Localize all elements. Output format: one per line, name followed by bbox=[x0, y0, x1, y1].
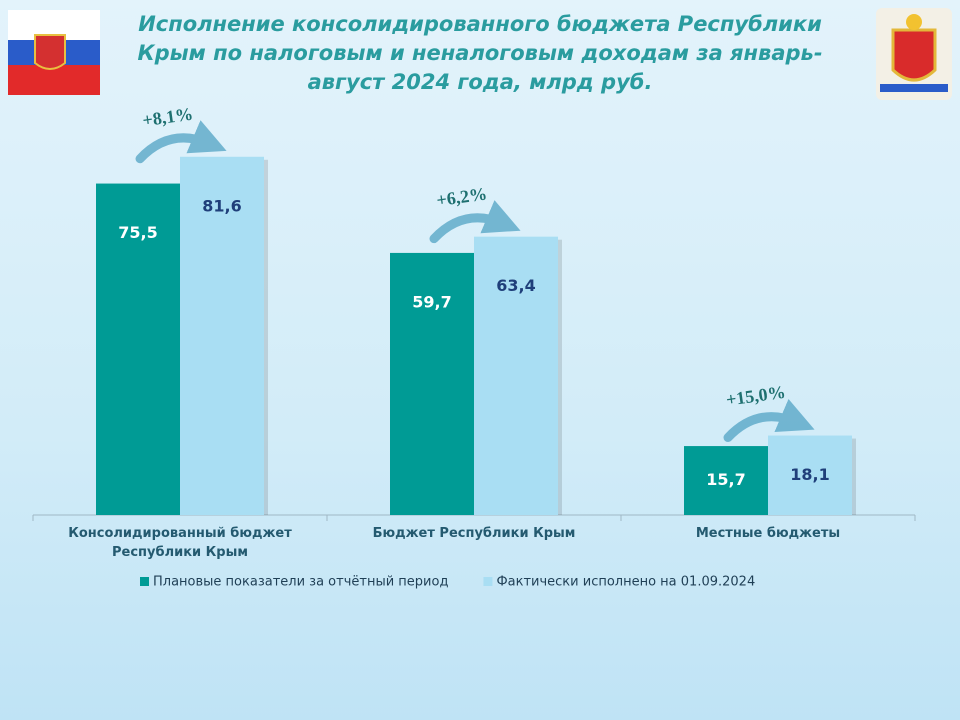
growth-arrow bbox=[723, 398, 815, 443]
value-label: 59,7 bbox=[412, 292, 451, 311]
legend-swatch bbox=[140, 577, 149, 586]
chart-title: Исполнение консолидированного бюджета Ре… bbox=[137, 12, 823, 94]
x-tick-label: Местные бюджеты bbox=[695, 526, 841, 541]
growth-arrow bbox=[135, 120, 227, 164]
bar bbox=[180, 156, 264, 515]
legend-label: Плановые показатели за отчётный период bbox=[153, 575, 448, 590]
annotation: +15,0% bbox=[725, 382, 787, 410]
annotation: +8,1% bbox=[141, 103, 194, 130]
bar bbox=[390, 252, 474, 516]
bar bbox=[684, 446, 768, 515]
legend-swatch bbox=[483, 577, 493, 586]
growth-arrow bbox=[429, 200, 521, 244]
value-label: 18,1 bbox=[790, 465, 829, 484]
bar bbox=[768, 435, 852, 515]
value-label: 15,7 bbox=[706, 470, 745, 489]
value-label: 63,4 bbox=[496, 276, 535, 295]
legend-label: Фактически исполнено на 01.09.2024 bbox=[496, 575, 755, 590]
flag bbox=[8, 10, 100, 95]
value-label: 81,6 bbox=[202, 196, 241, 215]
value-label: 75,5 bbox=[118, 223, 157, 242]
bar bbox=[96, 183, 180, 515]
bar bbox=[474, 236, 558, 515]
annotation: +6,2% bbox=[435, 183, 488, 210]
coat-of-arms bbox=[876, 8, 952, 100]
x-tick-label: Бюджет Республики Крым bbox=[372, 526, 576, 541]
x-tick-label: Консолидированный бюджет Республики Крым bbox=[68, 526, 292, 560]
